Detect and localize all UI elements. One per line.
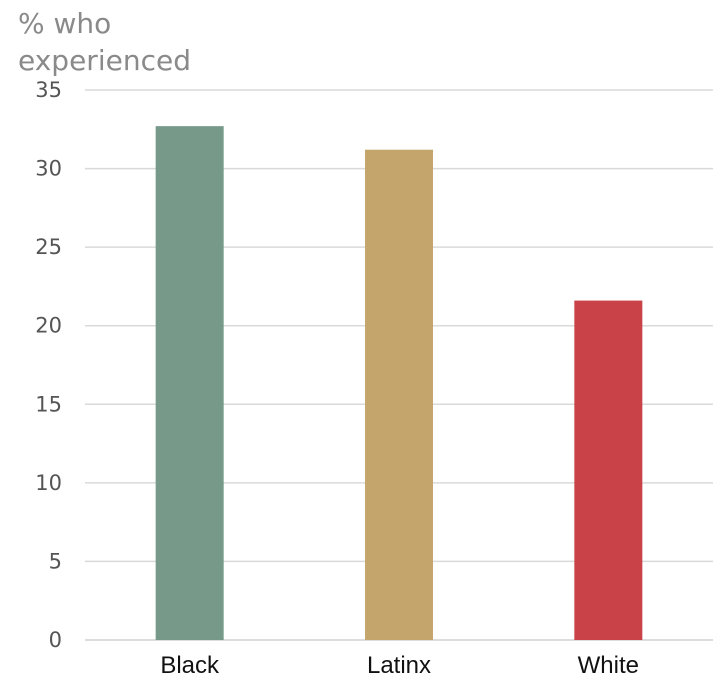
y-tick-label: 35 xyxy=(35,78,62,102)
x-tick-label-latinx: Latinx xyxy=(367,652,431,679)
bar-white xyxy=(574,300,643,640)
y-axis-title-line-2: experienced xyxy=(18,44,191,77)
y-axis-title-line-1: % who xyxy=(18,7,111,40)
y-tick-label: 20 xyxy=(35,314,62,338)
bar-latinx xyxy=(365,149,433,640)
y-tick-label: 10 xyxy=(35,471,62,495)
bars xyxy=(155,126,643,640)
y-axis-ticks: 0 5 10 15 20 25 30 35 xyxy=(35,78,62,652)
x-tick-label-black: Black xyxy=(160,652,220,679)
y-tick-label: 25 xyxy=(35,235,62,259)
y-tick-label: 0 xyxy=(49,628,62,652)
y-tick-label: 5 xyxy=(49,549,62,573)
y-tick-label: 15 xyxy=(35,392,62,416)
bar-black xyxy=(155,126,224,640)
x-tick-label-white: White xyxy=(578,652,639,679)
y-tick-label: 30 xyxy=(35,157,62,181)
x-axis-ticks: Black Latinx White xyxy=(160,652,639,679)
